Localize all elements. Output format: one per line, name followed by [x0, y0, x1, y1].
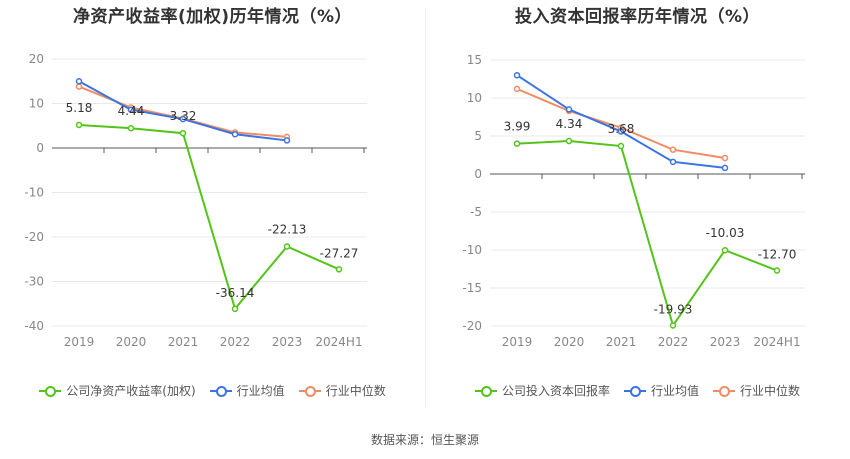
data-point-median: [513, 85, 521, 93]
panel-divider: [425, 8, 426, 408]
data-point-company: [75, 121, 83, 129]
x-tick-label: 2022: [658, 335, 689, 349]
data-label: 3.99: [504, 120, 531, 134]
legend-swatch: [623, 385, 646, 397]
y-tick-label: -40: [24, 319, 44, 333]
roic-chart-legend: 公司投入资本回报率 行业均值 行业中位数: [425, 382, 850, 399]
series-line-company: [516, 140, 778, 328]
legend-item-median[interactable]: 行业中位数: [298, 382, 386, 399]
data-point-median: [721, 154, 729, 162]
data-point-company: [283, 243, 291, 250]
y-tick-label: 0: [474, 167, 482, 181]
x-tick-label: 2021: [606, 335, 637, 349]
data-point-company: [179, 129, 187, 137]
data-label: 3.32: [170, 109, 197, 123]
roe-chart-legend: 公司净资产收益率(加权) 行业均值 行业中位数: [0, 382, 425, 399]
x-tick-label: 2024H1: [315, 335, 362, 349]
data-point-company: [127, 124, 135, 132]
y-tick-label: 5: [474, 129, 482, 143]
data-point-avg: [721, 164, 729, 172]
y-tick-label: 0: [36, 141, 44, 155]
data-point-median: [669, 146, 677, 153]
data-label: 3.68: [608, 122, 635, 136]
data-point-avg: [617, 128, 625, 135]
legend-swatch: [713, 385, 735, 397]
data-point-avg: [283, 137, 291, 144]
legend-item-company[interactable]: 公司净资产收益率(加权): [39, 382, 196, 399]
x-tick-label: 2020: [116, 335, 147, 349]
data-point-avg: [565, 106, 573, 113]
y-tick-label: 10: [467, 91, 482, 105]
y-tick-label: -10: [462, 243, 482, 257]
data-label: -10.03: [706, 226, 745, 240]
roic-chart-plot: 15 10 5 0 -5 -10 -15 -20 2019 2020 2021 2022 2023 202…: [462, 53, 805, 349]
data-point-company: [773, 267, 781, 274]
legend-label: 行业中位数: [325, 384, 386, 398]
roe-chart-plot: 20 10 0 -10 -20 -30 -40 2019 2020 2021 2022 2023 202…: [24, 52, 367, 349]
y-tick-label: -15: [462, 281, 482, 295]
series-line-company: [78, 123, 340, 311]
data-point-avg: [127, 106, 135, 113]
data-point-avg: [513, 71, 521, 79]
data-point-company: [669, 322, 677, 329]
data-source-note: 数据来源：恒生聚源: [370, 433, 479, 447]
data-label: -36.14: [216, 286, 255, 300]
legend-swatch: [474, 385, 497, 397]
data-point-company: [335, 266, 343, 273]
legend-item-avg[interactable]: 行业均值: [209, 382, 285, 399]
x-tick-label: 2022: [220, 335, 251, 349]
data-point-company: [513, 140, 521, 147]
legend-swatch: [298, 385, 321, 397]
y-tick-label: -20: [24, 230, 44, 244]
data-label: -22.13: [268, 222, 307, 236]
data-point-company: [617, 142, 625, 150]
data-label: 5.18: [66, 101, 93, 115]
y-tick-label: -30: [24, 275, 44, 289]
data-point-avg: [75, 78, 83, 85]
legend-item-avg[interactable]: 行业均值: [623, 382, 699, 399]
x-tick-label: 2023: [272, 335, 303, 349]
chart-title: 投入资本回报率历年情况（%）: [514, 7, 761, 27]
legend-swatch: [39, 385, 62, 397]
y-tick-label: 20: [29, 52, 44, 66]
y-tick-label: -5: [470, 205, 482, 219]
legend-item-median[interactable]: 行业中位数: [713, 382, 800, 399]
data-label: 4.34: [556, 117, 583, 131]
x-tick-label: 2019: [502, 335, 533, 349]
data-point-avg: [179, 115, 187, 123]
legend-label: 公司净资产收益率(加权): [66, 384, 196, 398]
roic-chart-panel: 投入资本回报率历年情况（%） 15 10 5 0 -5 -10 -15 -20 2019 2020…: [425, 0, 850, 410]
legend-label: 公司投入资本回报率: [501, 384, 610, 398]
y-tick-label: 15: [467, 53, 482, 67]
x-tick-label: 2021: [168, 335, 199, 349]
legend-label: 行业均值: [650, 384, 699, 398]
data-label: -12.70: [758, 248, 797, 262]
data-point-company: [721, 246, 729, 254]
data-point-avg: [231, 130, 239, 138]
data-label: -27.27: [320, 246, 359, 260]
legend-swatch: [209, 385, 232, 397]
chart-title: 净资产收益率(加权)历年情况（%）: [72, 7, 353, 27]
x-tick-label: 2020: [554, 335, 585, 349]
legend-label: 行业中位数: [740, 384, 801, 398]
y-tick-label: -10: [24, 186, 44, 200]
data-point-avg: [669, 158, 677, 166]
legend-label: 行业均值: [236, 384, 285, 398]
x-tick-label: 2023: [710, 335, 741, 349]
x-tick-label: 2019: [64, 335, 95, 349]
legend-item-company[interactable]: 公司投入资本回报率: [474, 382, 610, 399]
data-point-company: [565, 137, 573, 145]
roe-chart-panel: 净资产收益率(加权)历年情况（%） 20 10 0 -10 -20 -30 -40 2019 2…: [0, 0, 425, 410]
data-label: 4.44: [118, 104, 145, 118]
data-label: -19.93: [654, 302, 693, 316]
data-point-company: [231, 305, 239, 313]
y-tick-label: -20: [462, 319, 482, 333]
x-tick-label: 2024H1: [753, 335, 800, 349]
data-point-median: [75, 83, 83, 90]
y-tick-label: 10: [29, 97, 44, 111]
